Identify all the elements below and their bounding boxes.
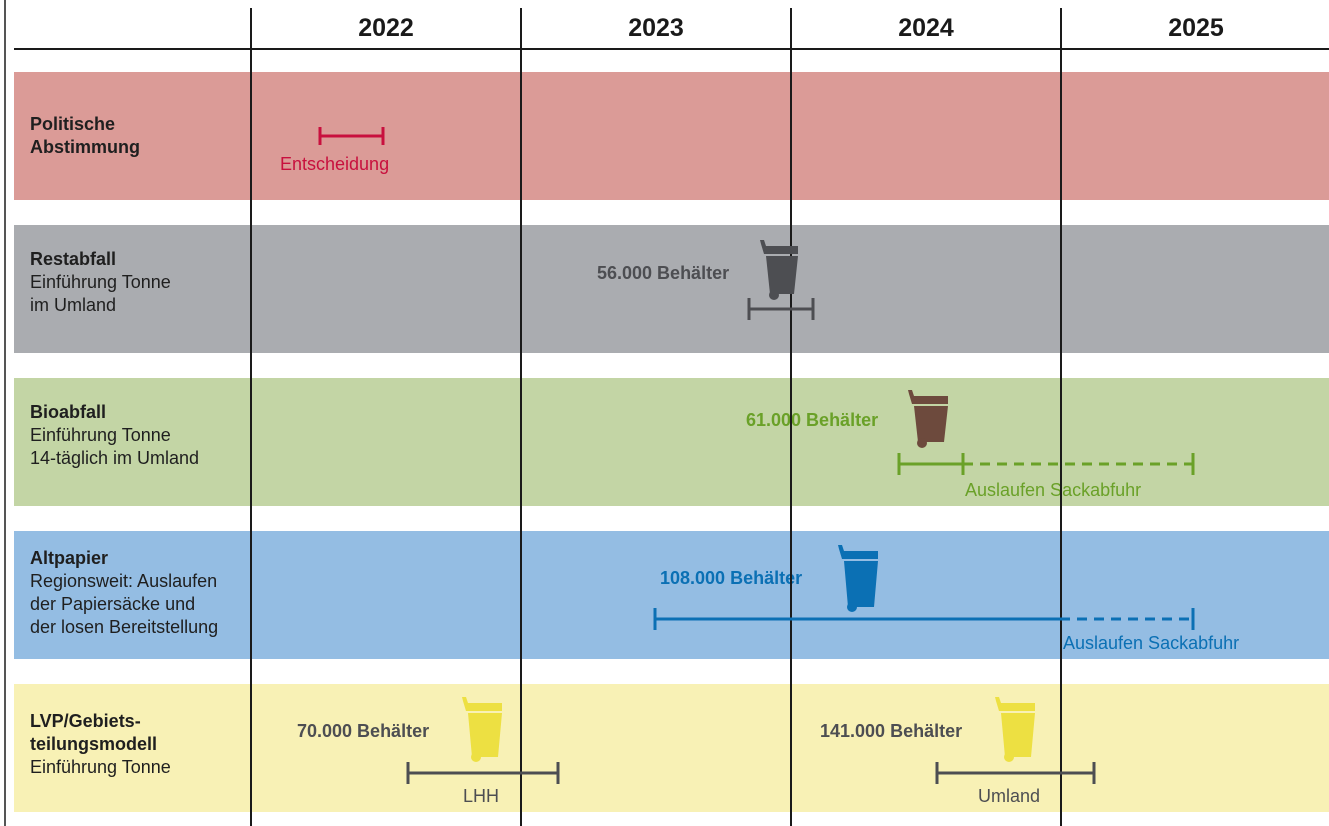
label-umland: Umland [978, 786, 1041, 806]
row-title: Restabfall [30, 249, 117, 269]
band-altpapier [14, 531, 1329, 659]
row-title-line: LVP/Gebiets- [30, 711, 141, 731]
label-entscheidung: Entscheidung [280, 154, 390, 174]
range-entscheidung [318, 127, 385, 145]
count-bioabfall: 61.000 Behälter [746, 410, 879, 430]
left-border [4, 0, 6, 826]
range-lvp-umland [935, 762, 1096, 784]
band-restabfall [14, 225, 1329, 353]
year-2024: 2024 [898, 14, 954, 42]
year-2023: 2023 [628, 14, 684, 42]
row-label-lvp: LVP/Gebiets- teilungsmodell Einführung T… [30, 710, 171, 779]
waste-bin-blue-icon [838, 545, 878, 612]
row-desc-line: 14-täglich im Umland [30, 448, 200, 468]
count-lvp-lhh: 70.000 Behälter [297, 721, 430, 741]
row-label-altpapier: Altpapier Regionsweit: Auslaufen der Pap… [30, 547, 218, 639]
waste-bin-yellow-icon [462, 697, 502, 762]
range-altpapier [653, 608, 1195, 630]
range-lvp-lhh [406, 762, 560, 784]
row-title-line: Politische [30, 114, 116, 134]
range-restabfall [747, 298, 815, 320]
row-title-line: Abstimmung [30, 137, 140, 157]
year-2022: 2022 [358, 14, 414, 42]
range-bioabfall [897, 453, 1195, 475]
waste-bin-brown-icon [908, 390, 948, 448]
count-restabfall: 56.000 Behälter [597, 263, 730, 283]
year-divider [1060, 8, 1062, 826]
band-lvp [14, 684, 1329, 812]
year-divider [790, 8, 792, 826]
row-label-restabfall: Restabfall Einführung Tonne im Umland [30, 248, 171, 317]
row-label-politik: Politische Abstimmung [30, 113, 140, 159]
row-desc-line: Einführung Tonne [30, 757, 171, 777]
row-label-bioabfall: Bioabfall Einführung Tonne 14-täglich im… [30, 401, 199, 470]
row-title: Bioabfall [30, 402, 107, 422]
header-rule [14, 48, 1329, 50]
row-desc-line: im Umland [30, 295, 117, 315]
label-bio-phaseout: Auslaufen Sackabfuhr [965, 480, 1142, 500]
row-desc-line: der losen Bereitstellung [30, 617, 219, 637]
row-desc-line: Einführung Tonne [30, 425, 171, 445]
row-desc-line: Einführung Tonne [30, 272, 171, 292]
row-title-line: teilungsmodell [30, 734, 158, 754]
row-desc-line: der Papiersäcke und [30, 594, 196, 614]
count-lvp-umland: 141.000 Behälter [820, 721, 963, 741]
row-title: Altpapier [30, 548, 109, 568]
year-2025: 2025 [1168, 14, 1224, 42]
waste-bin-yellow-icon [995, 697, 1035, 762]
band-bioabfall [14, 378, 1329, 506]
label-papier-phaseout: Auslaufen Sackabfuhr [1063, 633, 1240, 653]
year-divider [520, 8, 522, 826]
label-lhh: LHH [463, 786, 500, 806]
row-desc-line: Regionsweit: Auslaufen [30, 571, 218, 591]
year-divider [250, 8, 252, 826]
waste-bin-gray-icon [760, 240, 798, 300]
count-altpapier: 108.000 Behälter [660, 568, 803, 588]
band-politik [14, 72, 1329, 200]
